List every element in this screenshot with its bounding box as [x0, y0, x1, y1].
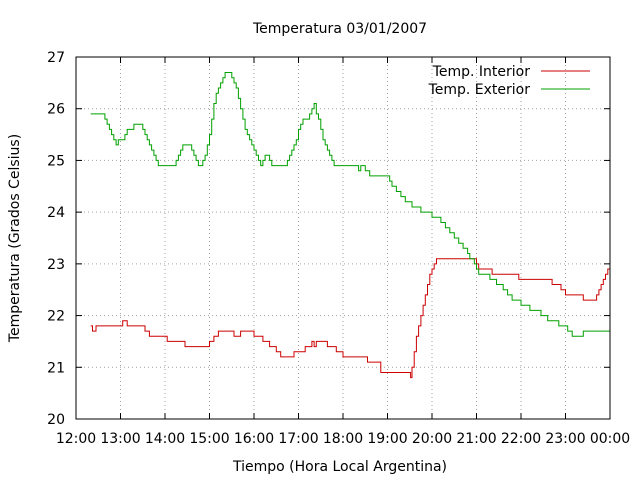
y-tick-label: 26 — [47, 102, 65, 118]
x-tick-label: 00:00 — [590, 431, 630, 447]
plot-frame — [75, 56, 611, 420]
x-tick-label: 18:00 — [323, 431, 363, 447]
y-tick-label: 25 — [47, 153, 65, 169]
x-tick-label: 20:00 — [412, 431, 452, 447]
x-tick-label: 19:00 — [367, 431, 407, 447]
y-tick-label: 20 — [47, 412, 65, 428]
x-tick-label: 13:00 — [100, 431, 140, 447]
x-tick-label: 15:00 — [189, 431, 229, 447]
series-line-exterior — [90, 72, 611, 337]
x-tick-label: 23:00 — [545, 431, 585, 447]
legend-label: Temp. Exterior — [428, 82, 531, 98]
x-tick-label: 22:00 — [501, 431, 541, 447]
y-tick-label: 22 — [47, 309, 65, 325]
x-tick-label: 12:00 — [56, 431, 96, 447]
y-tick-label: 23 — [47, 257, 65, 273]
x-tick-label: 14:00 — [145, 431, 185, 447]
x-tick-labels: 12:00 13:00 14:00 15:00 16:00 17:00 18:00 19:00… — [56, 431, 630, 447]
grid — [76, 57, 610, 419]
y-tick-labels: 20 21 22 23 24 25 26 27 — [47, 50, 65, 428]
x-axis-label: Tiempo (Hora Local Argentina) — [232, 459, 447, 475]
legend: Temp. Interior Temp. Exterior — [428, 64, 590, 98]
x-tick-label: 16:00 — [234, 431, 274, 447]
x-tick-label: 17:00 — [278, 431, 318, 447]
x-tick-label: 21:00 — [456, 431, 496, 447]
y-tick-label: 21 — [47, 360, 65, 376]
y-axis-label: Temperatura (Grados Celsius) — [7, 134, 23, 343]
y-tick-label: 27 — [47, 50, 65, 66]
chart-title: Temperatura 03/01/2007 — [252, 21, 427, 37]
y-tick-label: 24 — [47, 205, 65, 221]
series-line-interior — [90, 258, 610, 379]
legend-label: Temp. Interior — [432, 64, 531, 80]
series-lines — [90, 72, 611, 379]
